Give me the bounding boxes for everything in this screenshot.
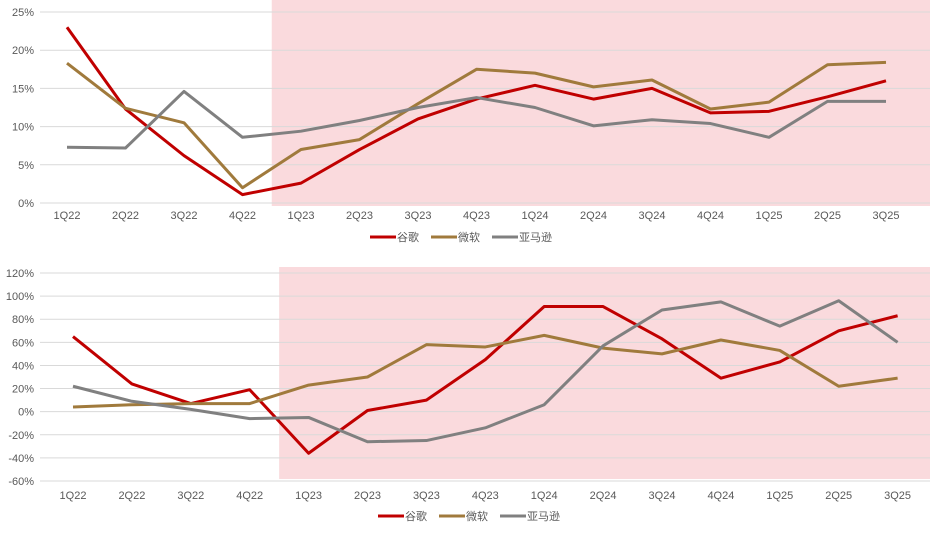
x-tick-label: 3Q24 (649, 490, 676, 502)
x-tick-label: 3Q22 (171, 210, 198, 222)
x-tick-label: 2Q23 (354, 490, 381, 502)
y-tick-label: 0% (18, 198, 34, 210)
legend-label: 微软 (458, 230, 480, 244)
x-tick-label: 3Q25 (884, 490, 911, 502)
highlight-region (279, 267, 930, 479)
legend-label: 谷歌 (397, 230, 419, 244)
y-tick-label: -40% (8, 453, 34, 465)
x-tick-label: 1Q24 (531, 490, 558, 502)
x-tick-label: 2Q25 (814, 210, 841, 222)
x-tick-label: 3Q25 (873, 210, 900, 222)
chart-bottom-growth: -60% -40% -20% 0% 20% 40% 60% 80% 100% 120% 1Q22 2Q… (6, 267, 930, 523)
y-tick-label: 25% (12, 7, 34, 19)
legend-label: 微软 (466, 509, 488, 523)
legend-label: 亚马逊 (527, 510, 560, 523)
x-tick-label: 2Q22 (118, 490, 145, 502)
x-tick-label: 3Q23 (405, 210, 432, 222)
x-tick-label: 2Q24 (580, 210, 607, 222)
x-tick-label: 1Q23 (288, 210, 315, 222)
x-tick-label: 1Q24 (522, 210, 549, 222)
x-tick-label: 2Q24 (590, 490, 617, 502)
x-tick-label: 2Q25 (825, 490, 852, 502)
x-tick-label: 1Q23 (295, 490, 322, 502)
y-tick-label: -60% (8, 476, 34, 488)
x-tick-label: 1Q22 (60, 490, 87, 502)
x-tick-label: 4Q24 (697, 210, 724, 222)
x-tick-label: 4Q22 (229, 210, 256, 222)
y-tick-label: 20% (12, 45, 34, 57)
y-tick-label: 10% (12, 122, 34, 134)
x-tick-label: 3Q22 (177, 490, 204, 502)
x-tick-label: 3Q23 (413, 490, 440, 502)
x-tick-label: 1Q22 (54, 210, 81, 222)
x-tick-label: 3Q24 (639, 210, 666, 222)
y-tick-label: 20% (12, 384, 34, 396)
y-tick-label: 80% (12, 314, 34, 326)
x-tick-label: 4Q24 (707, 490, 734, 502)
legend-label: 谷歌 (405, 509, 427, 523)
y-tick-label: 40% (12, 360, 34, 372)
x-tick-label: 4Q23 (463, 210, 490, 222)
y-tick-label: 0% (18, 407, 34, 419)
x-tick-label: 1Q25 (756, 210, 783, 222)
legend-label: 亚马逊 (519, 231, 552, 244)
x-tick-label: 2Q22 (112, 210, 139, 222)
x-tick-label: 4Q23 (472, 490, 499, 502)
highlight-region (271, 0, 930, 206)
y-tick-label: 100% (6, 291, 34, 303)
y-tick-label: -20% (8, 430, 34, 442)
y-tick-label: 5% (18, 160, 34, 172)
y-tick-label: 120% (6, 268, 34, 280)
y-tick-label: 60% (12, 337, 34, 349)
chart-top-growth: 0% 5% 10% 15% 20% 25% 1Q22 2Q22 3Q22 4Q22 1Q23 2Q23… (12, 0, 930, 244)
x-tick-label: 2Q23 (346, 210, 373, 222)
x-tick-label: 1Q25 (766, 490, 793, 502)
x-tick-label: 4Q22 (236, 490, 263, 502)
y-tick-label: 15% (12, 83, 34, 95)
